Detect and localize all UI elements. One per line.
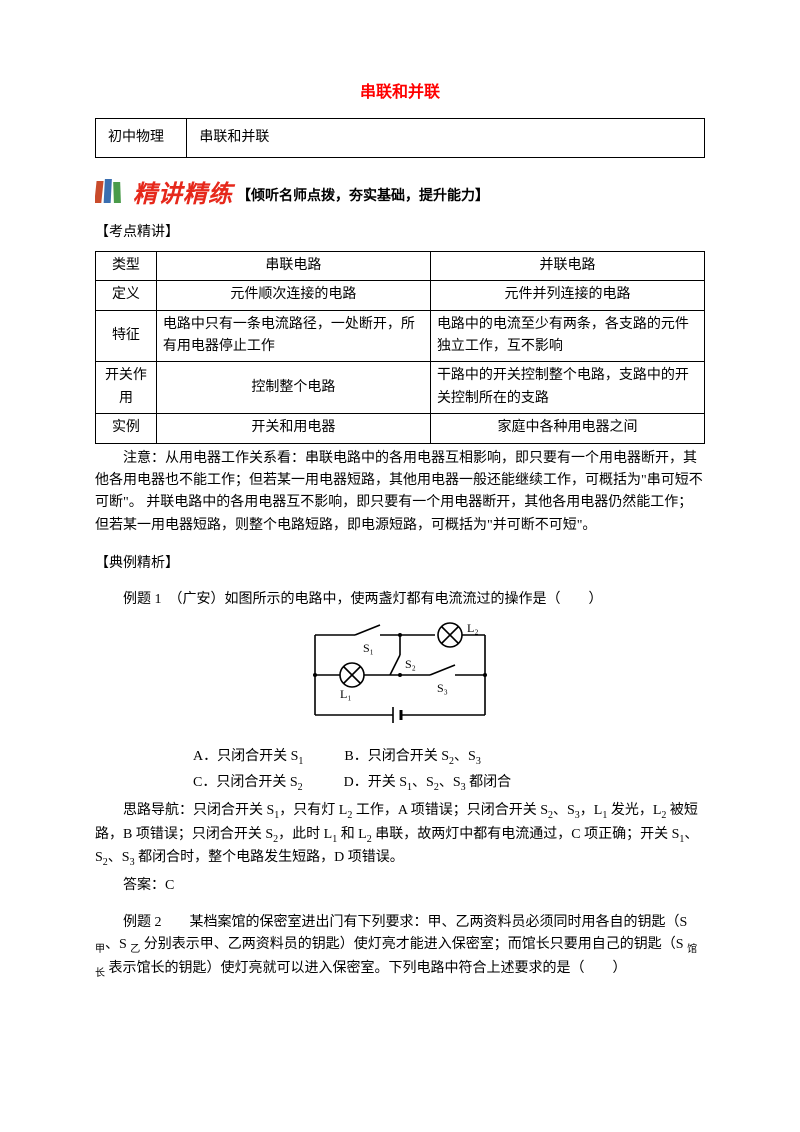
label-s2: S₂	[405, 657, 416, 671]
row-ex-parallel: 家庭中各种用电器之间	[430, 414, 704, 443]
row-feat-series: 电路中只有一条电流路径，一处断开，所有用电器停止工作	[156, 310, 430, 362]
row-feat-label: 特征	[96, 310, 157, 362]
comparison-table: 类型 串联电路 并联电路 定义 元件顺次连接的电路 元件并列连接的电路 特征 电…	[95, 251, 705, 444]
header-table: 初中物理 串联和并联	[95, 118, 705, 158]
circuit-diagram: S₁ S₂ S₃ L₁ L₂	[95, 620, 705, 738]
books-icon	[95, 177, 127, 213]
ex1-stem: 例题 1 （广安）如图所示的电路中，使两盏灯都有电流流过的操作是（ ）	[95, 589, 705, 611]
opt-b: B．只闭合开关 S2、S3	[344, 749, 480, 764]
opt-c: C．只闭合开关 S2	[193, 775, 303, 790]
row-switch-parallel: 干路中的开关控制整个电路，支路中的开关控制所在的支路	[430, 362, 704, 414]
opt-row1: A．只闭合开关 S1 B．只闭合开关 S2、S3	[193, 746, 705, 770]
ex1-explain: 思路导航：只闭合开关 S1，只有灯 L2 工作，A 项错误；只闭合开关 S2、S…	[95, 800, 705, 871]
th-parallel: 并联电路	[430, 251, 704, 280]
label-l1: L₁	[340, 687, 352, 701]
banner: 精讲精练 【倾听名师点拨，夯实基础，提升能力】	[95, 176, 705, 214]
row-ex-label: 实例	[96, 414, 157, 443]
header-right: 串联和并联	[187, 118, 705, 157]
page-title: 串联和并联	[95, 80, 705, 106]
row-switch-label: 开关作用	[96, 362, 157, 414]
header-left: 初中物理	[96, 118, 187, 157]
th-type: 类型	[96, 251, 157, 280]
ex1-answer: 答案：C	[95, 875, 705, 897]
th-series: 串联电路	[156, 251, 430, 280]
row-ex-series: 开关和用电器	[156, 414, 430, 443]
opt-a: A．只闭合开关 S1	[193, 749, 303, 764]
row-feat-parallel: 电路中的电流至少有两条，各支路的元件独立工作，互不影响	[430, 310, 704, 362]
ex2-stem: 例题 2 某档案馆的保密室进出门有下列要求：甲、乙两资料员必须同时用各自的钥匙（…	[95, 912, 705, 982]
note-paragraph: 注意：从用电器工作关系看：串联电路中的各用电器互相影响，即只要有一个用电器断开，…	[95, 448, 705, 538]
section1-label: 【考点精讲】	[95, 222, 705, 244]
row-def-parallel: 元件并列连接的电路	[430, 281, 704, 310]
banner-main: 精讲精练	[133, 176, 233, 214]
row-def-series: 元件顺次连接的电路	[156, 281, 430, 310]
label-s3: S₃	[437, 681, 448, 695]
example-1: 例题 1 （广安）如图所示的电路中，使两盏灯都有电流流过的操作是（ ）	[95, 589, 705, 897]
ex1-options: A．只闭合开关 S1 B．只闭合开关 S2、S3 C．只闭合开关 S2 D．开关…	[193, 746, 705, 796]
example-2: 例题 2 某档案馆的保密室进出门有下列要求：甲、乙两资料员必须同时用各自的钥匙（…	[95, 912, 705, 982]
banner-sub: 【倾听名师点拨，夯实基础，提升能力】	[237, 184, 489, 206]
page: 串联和并联 初中物理 串联和并联 精讲精练 【倾听名师点拨，夯实基础，提升能力】…	[0, 0, 800, 1132]
row-def-label: 定义	[96, 281, 157, 310]
opt-d: D．开关 S1、S2、S3 都闭合	[344, 775, 512, 790]
section2-label: 【典例精析】	[95, 553, 705, 575]
label-l2: L₂	[467, 621, 479, 635]
label-s1: S₁	[363, 641, 374, 655]
opt-row2: C．只闭合开关 S2 D．开关 S1、S2、S3 都闭合	[193, 772, 705, 796]
row-switch-series: 控制整个电路	[156, 362, 430, 414]
